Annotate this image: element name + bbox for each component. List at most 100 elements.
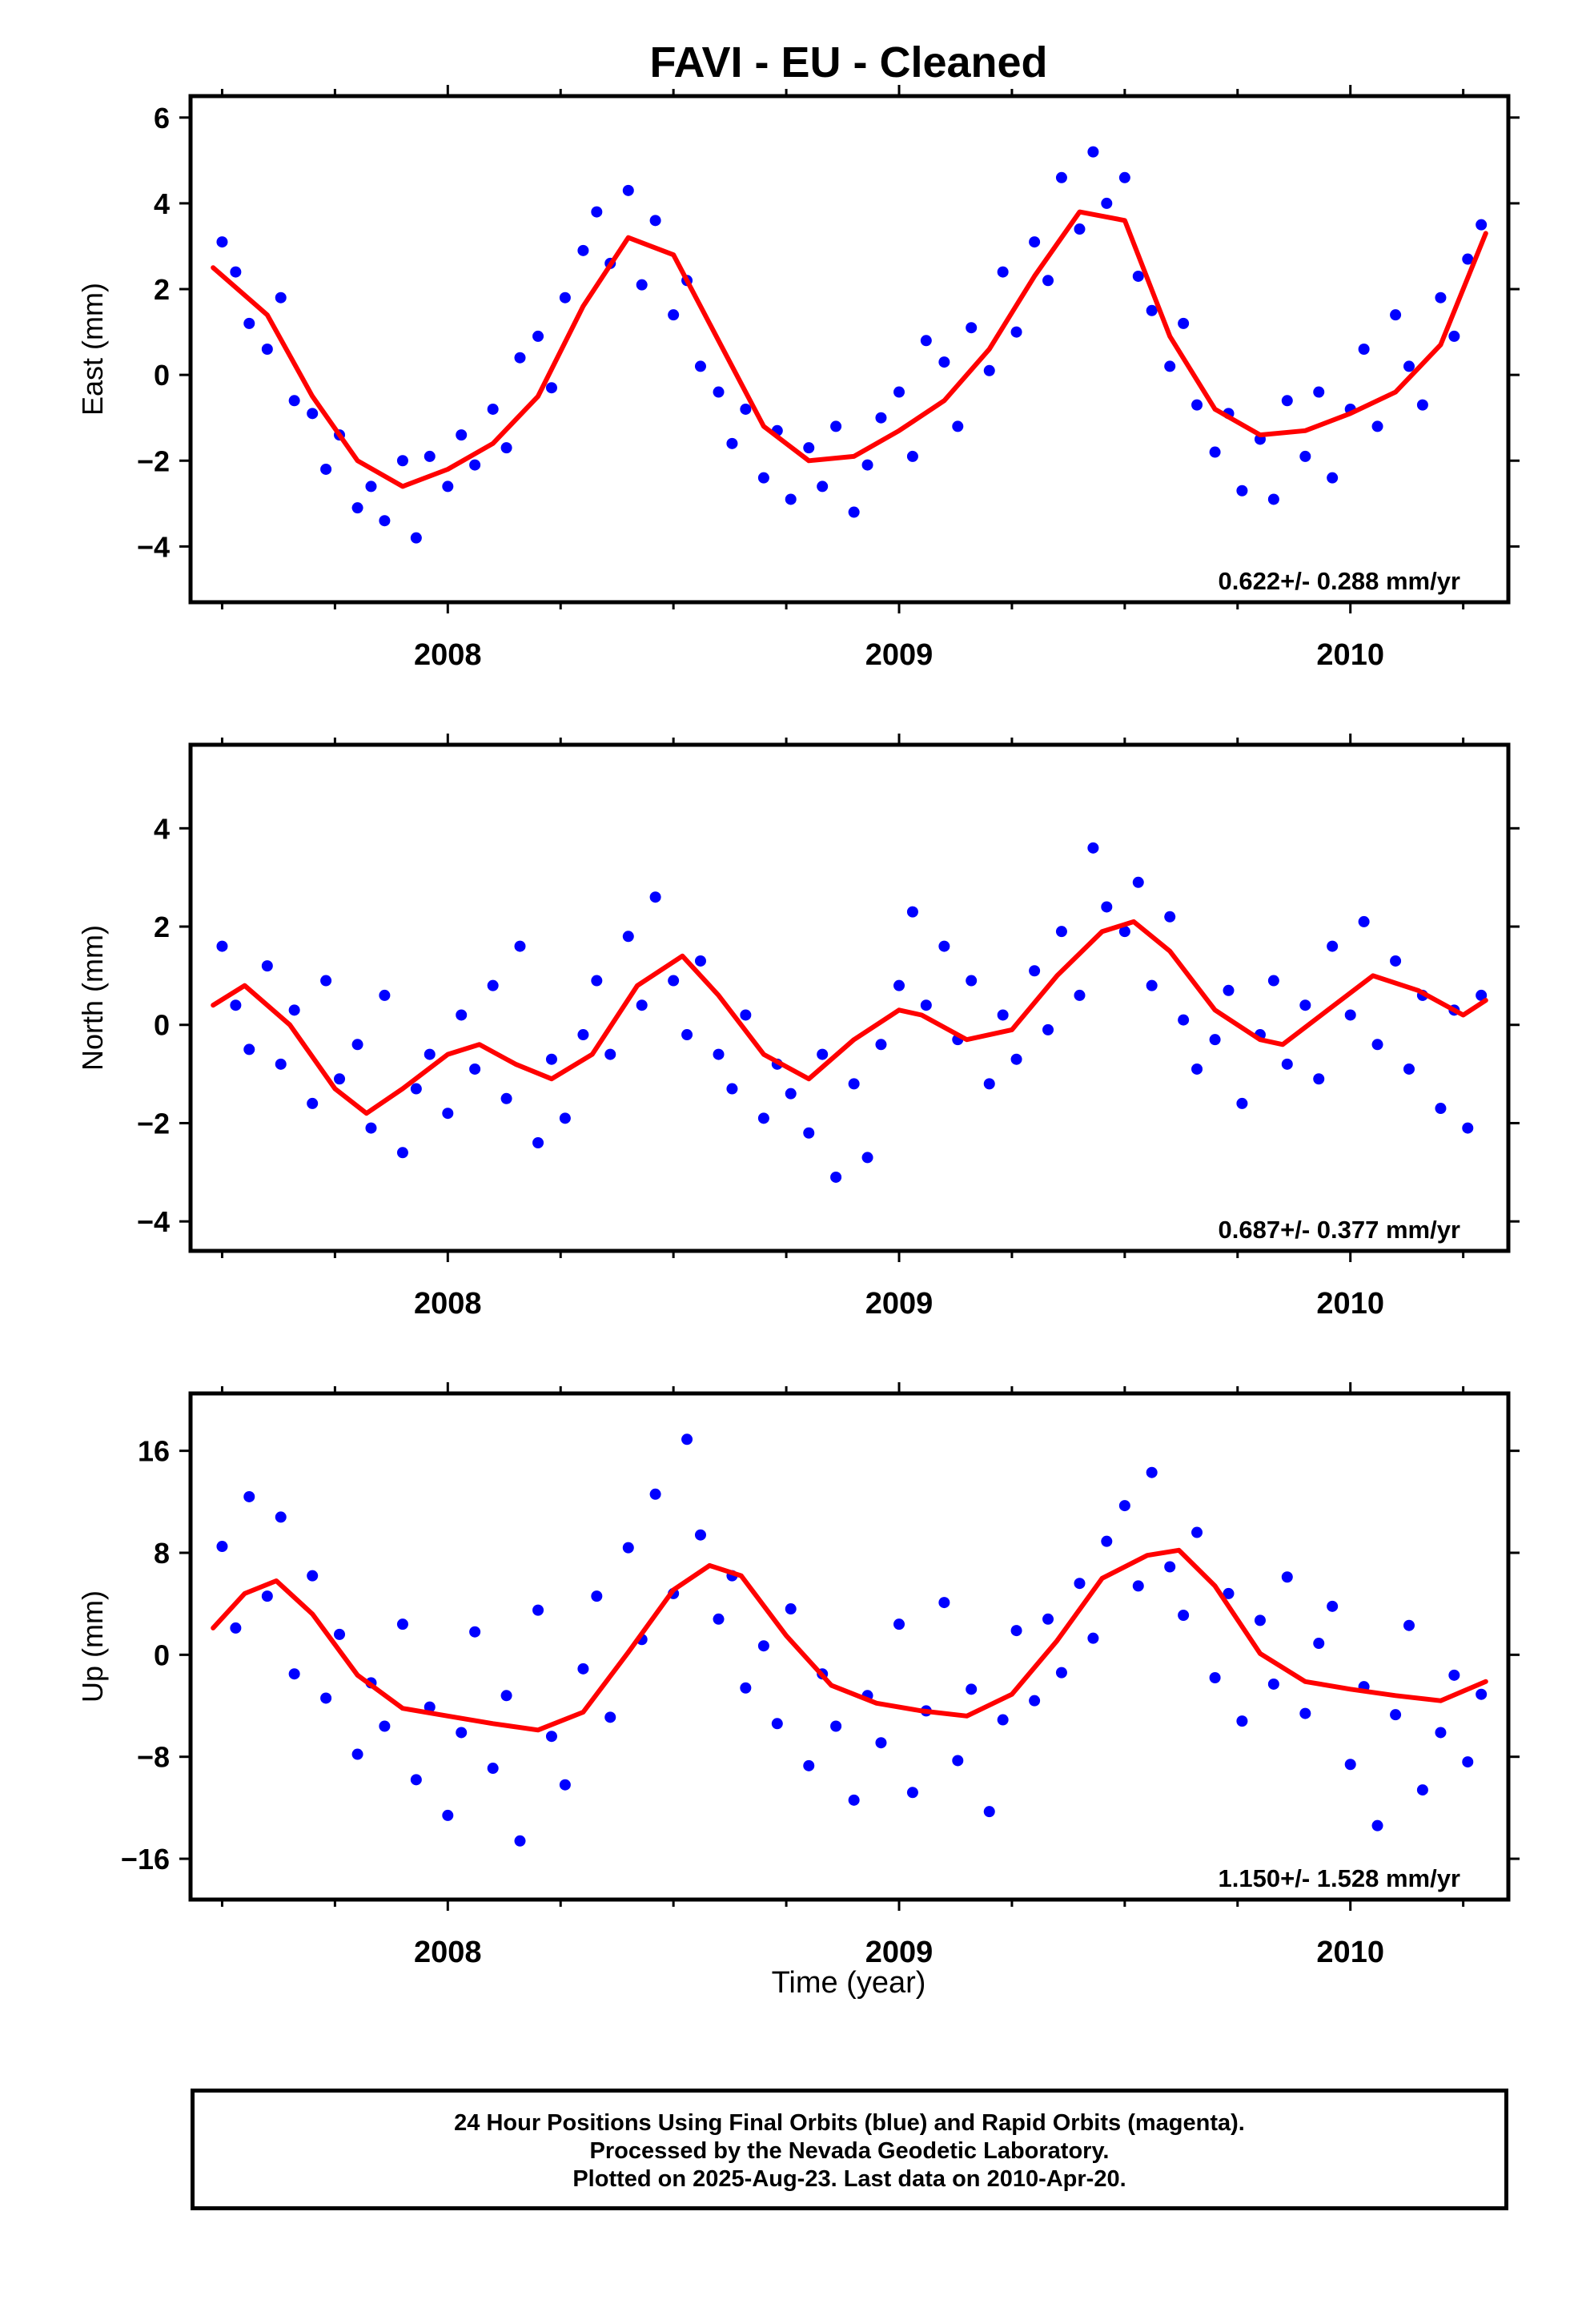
y-axis-label: Up (mm)	[76, 1590, 109, 1703]
observation-point	[307, 408, 319, 420]
observation-point	[1101, 901, 1113, 913]
y-axis-label: North (mm)	[76, 925, 109, 1071]
observation-point	[351, 1039, 363, 1051]
observation-point	[288, 1668, 300, 1680]
y-tick-label: 2	[154, 273, 170, 306]
y-tick-label: 6	[154, 102, 170, 135]
observation-point	[1313, 1073, 1325, 1085]
observation-point	[906, 906, 918, 918]
observation-point	[681, 1433, 693, 1445]
observation-point	[1313, 386, 1325, 398]
observation-point	[771, 1718, 783, 1730]
observation-point	[1132, 876, 1144, 888]
observation-point	[288, 1004, 300, 1016]
observation-point	[1435, 1727, 1447, 1739]
velocity-annotation: 1.150+/- 1.528 mm/yr	[1219, 1864, 1460, 1892]
observation-point	[1267, 1678, 1279, 1690]
observation-point	[803, 1759, 815, 1771]
observation-point	[1281, 1058, 1293, 1070]
observation-point	[261, 960, 273, 972]
observation-point	[1209, 1672, 1221, 1684]
x-tick-label: 2008	[414, 1287, 482, 1321]
observation-point	[875, 1737, 887, 1749]
observation-point	[591, 1590, 603, 1602]
y-tick-label: −4	[137, 1205, 170, 1238]
observation-point	[1344, 1759, 1356, 1771]
observation-point	[1267, 975, 1279, 987]
observation-point	[830, 420, 842, 432]
observation-point	[938, 1597, 950, 1609]
observation-point	[713, 386, 725, 398]
observation-point	[1327, 472, 1339, 484]
observation-point	[726, 437, 738, 449]
observation-point	[1327, 940, 1339, 952]
observation-point	[365, 1122, 377, 1134]
observation-point	[1358, 344, 1370, 355]
observation-point	[785, 1088, 797, 1100]
observation-point	[1416, 1784, 1428, 1796]
observation-point	[694, 360, 706, 372]
observation-point	[1223, 1587, 1235, 1599]
observation-point	[1267, 493, 1279, 505]
observation-point	[424, 450, 436, 462]
plot-frame	[188, 94, 1511, 605]
x-tick-label: 2010	[1316, 1936, 1384, 1969]
y-tick-label: 8	[154, 1537, 170, 1570]
observation-point	[920, 335, 932, 347]
observation-point	[1403, 1063, 1415, 1075]
observation-point	[1010, 1053, 1022, 1065]
observation-point	[396, 1618, 408, 1630]
observation-point	[636, 999, 648, 1011]
observation-point	[1042, 275, 1054, 287]
observation-point	[1042, 1023, 1054, 1035]
observation-point	[216, 236, 228, 248]
observation-point	[532, 1137, 544, 1149]
figure-title: FAVI - EU - Cleaned	[649, 38, 1047, 86]
observation-point	[1209, 1034, 1221, 1046]
observation-point	[379, 989, 391, 1001]
observation-point	[1178, 1609, 1190, 1621]
observation-point	[875, 1039, 887, 1051]
observation-point	[442, 1108, 454, 1120]
observation-point	[351, 1748, 363, 1760]
observation-point	[379, 1720, 391, 1732]
observation-point	[893, 979, 905, 991]
observation-point	[649, 1488, 661, 1500]
observation-point	[1390, 309, 1402, 321]
observation-point	[1416, 399, 1428, 411]
observation-point	[532, 1604, 544, 1616]
observation-point	[713, 1048, 725, 1060]
observation-point	[500, 1690, 512, 1702]
observation-point	[1074, 1578, 1086, 1590]
observation-point	[1191, 1526, 1203, 1538]
observation-point	[1087, 842, 1099, 854]
observation-point	[469, 1626, 481, 1638]
observation-point	[1435, 1103, 1447, 1115]
observation-point	[365, 480, 377, 493]
observation-point	[559, 1779, 571, 1791]
footer-line-2: Processed by the Nevada Geodetic Laborat…	[589, 2138, 1110, 2164]
observation-point	[830, 1171, 842, 1183]
observation-point	[997, 266, 1009, 278]
y-tick-label: −8	[137, 1741, 170, 1774]
observation-point	[1299, 450, 1311, 462]
observation-point	[1029, 965, 1041, 977]
observation-point	[487, 1763, 499, 1775]
y-tick-label: 16	[138, 1435, 170, 1468]
observation-point	[1223, 984, 1235, 996]
observation-point	[785, 1603, 797, 1615]
observation-point	[577, 244, 589, 256]
observation-point	[1074, 989, 1086, 1001]
observation-point	[410, 532, 422, 544]
observation-point	[230, 266, 242, 278]
observation-point	[1178, 317, 1190, 329]
observation-point	[1403, 1619, 1415, 1631]
observation-point	[1029, 236, 1041, 248]
observation-point	[1087, 1632, 1099, 1644]
observation-point	[469, 459, 481, 471]
observation-point	[1448, 1669, 1460, 1681]
observation-point	[713, 1613, 725, 1625]
observation-point	[906, 450, 918, 462]
observation-point	[307, 1097, 319, 1109]
